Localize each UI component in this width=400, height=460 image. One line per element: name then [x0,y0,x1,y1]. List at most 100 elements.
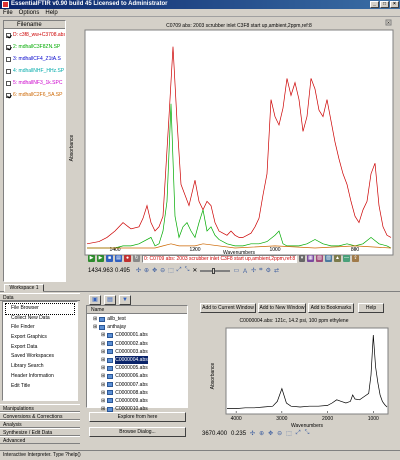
file-list-item[interactable]: 5: mdhallNF3_1k.SPC [4,77,65,89]
browse-dialog-button[interactable]: Browse Dialog... [89,427,186,437]
explore-from-here-button[interactable]: Explore from here [89,412,186,422]
stack-icon[interactable]: ▦ [307,255,314,262]
add-to-new-window-button[interactable]: Add to New Window [258,303,306,313]
file-visible-checkbox[interactable] [6,44,11,50]
panel-section-header[interactable]: Manipulations [0,404,80,412]
panel-section-header[interactable]: Conversions & Corrections [0,412,80,420]
preview-expand-icon[interactable]: ⤢ [295,430,301,436]
dropdown-arrow-icon[interactable]: ▾ [299,255,305,262]
save-icon[interactable]: ■ [106,255,113,262]
tree-expand-icon[interactable]: ⊞ [101,406,106,413]
peak-icon[interactable]: ▲ [334,255,341,262]
expand-icon[interactable]: ⤢ [176,267,182,273]
tree-folder[interactable]: ⊞ anthajay [89,323,187,331]
remove-icon[interactable]: ● [124,255,131,262]
add-to-current-window-button[interactable]: Add to Current Window [200,303,256,313]
panel-section-header[interactable]: Synthesize / Edit Data [0,428,80,436]
arrows-icon[interactable]: ⇄ [273,268,279,274]
menu-help[interactable]: Help [45,10,58,16]
refresh-icon[interactable]: ↻ [133,255,140,262]
data-panel-item[interactable]: Export Data [11,343,38,350]
tree-expand-icon[interactable]: ⊞ [93,324,98,331]
data-panel-item[interactable]: File Browser [5,303,75,315]
tree-expand-icon[interactable]: ⊞ [101,340,106,347]
normalize-icon[interactable]: ▭ [233,268,240,274]
data-panel-item[interactable]: Edit Title [11,382,31,389]
tab-workspace-1[interactable]: Workspace 1 [4,284,44,292]
folder-view-icon[interactable]: ▣ [89,295,101,305]
menu-options[interactable]: Options [18,10,40,16]
forward-icon[interactable]: ▶ [97,255,104,262]
data-panel-item[interactable]: Saved Workspaces [11,353,54,360]
tree-expand-icon[interactable]: ⊞ [101,348,106,355]
tree-file[interactable]: ⊞ C0000004.abs [89,355,187,365]
tree-file[interactable]: ⊞ C0000002.abs [89,340,187,348]
tree-file[interactable]: ⊞ C0000008.abs [89,389,187,397]
file-list-item[interactable]: 4: mdhallNHF_HHz.SP [4,65,65,77]
preview-zoom-in-icon[interactable]: ⊕ [259,431,265,437]
file-list-item[interactable]: 3: mdhallCF4_Z1tA.S [4,53,65,65]
data-panel-header[interactable]: Data [0,293,80,301]
baseline-icon[interactable]: — [343,255,350,262]
file-visible-checkbox[interactable] [6,32,11,38]
tree-expand-icon[interactable]: ⊞ [101,332,106,339]
move-icon[interactable]: ✣ [136,268,142,274]
menu-file[interactable]: File [3,10,13,16]
tree-file[interactable]: ⊞ C0000009.abs [89,397,187,405]
help-button[interactable]: Help [358,303,384,313]
zoom-out-icon[interactable]: ⊖ [160,268,166,274]
pan-icon[interactable]: ✥ [152,268,158,274]
file-list-header[interactable]: Filename [4,21,65,29]
preview-move-icon[interactable]: ✣ [250,431,256,437]
minimize-button[interactable]: _ [370,1,379,8]
tree-file[interactable]: ⊞ C0000007.abs [89,381,187,389]
main-spectrum-chart[interactable]: C0709 abs: 2003 scrubber inlet C3F8 star… [68,18,399,276]
tree-folder[interactable]: ⊞ allb_test [89,315,187,323]
tree-expand-icon[interactable]: ⊞ [101,381,106,388]
preview-fit-icon[interactable]: ⬚ [286,431,292,437]
data-panel-item[interactable]: Collect New Data [11,314,50,321]
tree-file[interactable]: ⊞ C0000001.abs [89,331,187,339]
shrink-icon[interactable]: ⤡ [184,267,190,273]
settings-icon[interactable]: ⚙ [265,268,271,274]
file-visible-checkbox[interactable] [6,68,11,74]
data-panel-item[interactable]: Header Information [11,372,54,379]
spectrum-select[interactable]: 0: C0709 abs: 2003 scrubber inlet C3F8 s… [142,254,297,263]
tree-expand-icon[interactable]: ⊞ [93,316,98,322]
filter-icon[interactable]: ▼ [119,295,131,305]
export-icon[interactable]: ⇪ [352,255,359,262]
data-panel-item[interactable]: Export Graphics [11,334,47,341]
preview-pan-icon[interactable]: ✥ [268,431,274,437]
preview-zoom-out-icon[interactable]: ⊖ [277,431,283,437]
tree-file[interactable]: ⊞ C0000005.abs [89,364,187,372]
tree-expand-icon[interactable]: ⊞ [101,365,106,372]
print-icon[interactable]: ▤ [115,255,122,262]
cursor-icon[interactable]: ✢ [251,268,257,274]
data-panel-item[interactable]: File Finder [11,324,35,331]
overlay-icon[interactable]: ▧ [316,255,323,262]
tree-expand-icon[interactable]: ⊞ [101,356,106,363]
file-list-item[interactable]: D: c3f8_ww+C3708.abs [4,29,65,41]
preview-spectrum-chart[interactable]: C0000004.abs: 121c, 14.2 psi, 100 ppm et… [196,316,392,446]
scale-icon[interactable]: ▨ [325,255,332,262]
maximize-button[interactable]: □ [380,1,389,8]
fit-icon[interactable]: ⬚ [168,268,174,274]
chart-close-icon[interactable] [385,19,392,26]
tree-file[interactable]: ⊞ C0000006.abs [89,372,187,380]
tree-expand-icon[interactable]: ⊞ [101,389,106,396]
file-visible-checkbox[interactable] [6,56,11,62]
file-visible-checkbox[interactable] [6,92,11,98]
grid-icon[interactable]: ⌗ [259,267,263,273]
close-button[interactable]: × [390,1,399,8]
tree-expand-icon[interactable]: ⊞ [101,373,106,380]
file-tree-header[interactable]: Name [87,306,187,314]
zoom-slider[interactable] [200,267,231,274]
label-icon[interactable]: Ａ [242,269,249,275]
add-to-bookmarks-button[interactable]: Add to Bookmarks [308,303,354,313]
panel-section-header[interactable]: Advanced [0,436,80,444]
list-view-icon[interactable]: ▤ [104,295,116,305]
tree-file[interactable]: ⊞ C0000010.abs [89,405,187,413]
data-panel-item[interactable]: Library Search [11,363,44,370]
panel-section-header[interactable]: Analysis [0,420,80,428]
tree-file[interactable]: ⊞ C0000003.abs [89,348,187,356]
